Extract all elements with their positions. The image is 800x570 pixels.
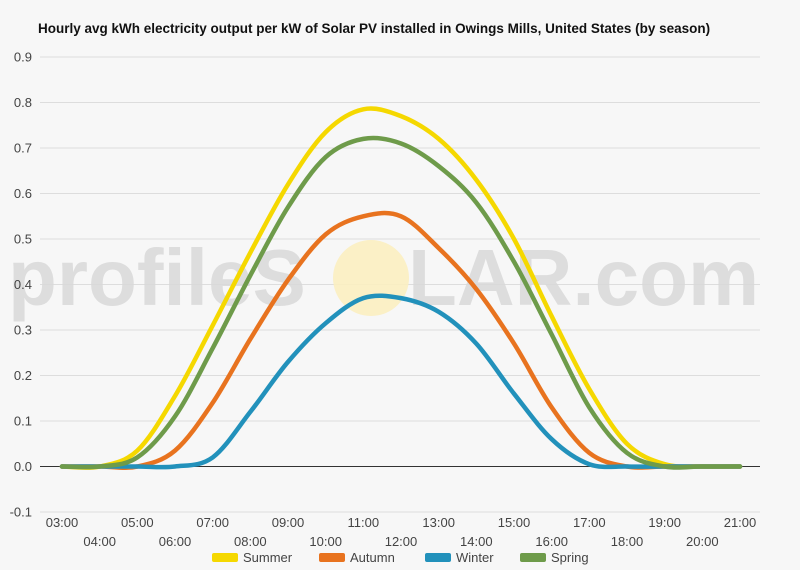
y-tick-label: 0.7 bbox=[14, 141, 32, 156]
legend-swatch bbox=[520, 553, 546, 562]
y-tick-label: 0.2 bbox=[14, 368, 32, 383]
watermark-text-right: LAR.com bbox=[408, 233, 759, 322]
x-tick-label: 08:00 bbox=[234, 534, 267, 549]
legend[interactable]: Summer Autumn Winter Spring bbox=[212, 550, 589, 565]
x-tick-label: 14:00 bbox=[460, 534, 493, 549]
y-tick-label: 0.1 bbox=[14, 414, 32, 429]
legend-item-autumn[interactable]: Autumn bbox=[319, 550, 395, 565]
legend-label: Summer bbox=[243, 550, 293, 565]
series-line-spring bbox=[59, 135, 743, 470]
x-tick-label: 07:00 bbox=[196, 515, 229, 530]
x-tick-label: 12:00 bbox=[385, 534, 418, 549]
x-tick-label: 20:00 bbox=[686, 534, 719, 549]
x-tick-label: 09:00 bbox=[272, 515, 305, 530]
chart-title: Hourly avg kWh electricity output per kW… bbox=[38, 21, 710, 36]
x-tick-label: 17:00 bbox=[573, 515, 606, 530]
legend-label: Winter bbox=[456, 550, 494, 565]
legend-swatch bbox=[425, 553, 451, 562]
y-tick-label: 0.5 bbox=[14, 232, 32, 247]
x-tick-label: 18:00 bbox=[611, 534, 644, 549]
y-tick-label: 0.0 bbox=[14, 459, 32, 474]
watermark-sun-icon bbox=[333, 240, 409, 316]
series-line-summer bbox=[59, 106, 743, 470]
legend-label: Autumn bbox=[350, 550, 395, 565]
legend-swatch bbox=[212, 553, 238, 562]
y-tick-label: 0.4 bbox=[14, 277, 32, 292]
y-tick-label: 0.9 bbox=[14, 50, 32, 65]
x-tick-label: 10:00 bbox=[309, 534, 342, 549]
x-tick-label: 05:00 bbox=[121, 515, 154, 530]
y-tick-label: 0.6 bbox=[14, 186, 32, 201]
legend-item-spring[interactable]: Spring bbox=[520, 550, 589, 565]
legend-swatch bbox=[319, 553, 345, 562]
x-tick-label: 13:00 bbox=[422, 515, 455, 530]
watermark: profileS LAR.com bbox=[8, 233, 759, 322]
y-tick-label: 0.8 bbox=[14, 95, 32, 110]
watermark-text-left: profileS bbox=[8, 233, 306, 322]
legend-item-winter[interactable]: Winter bbox=[425, 550, 494, 565]
y-tick-label: 0.3 bbox=[14, 323, 32, 338]
x-tick-label: 19:00 bbox=[648, 515, 681, 530]
x-tick-label: 04:00 bbox=[83, 534, 116, 549]
legend-label: Spring bbox=[551, 550, 589, 565]
x-tick-label: 11:00 bbox=[348, 515, 380, 530]
series-lines bbox=[59, 106, 743, 470]
series-line-winter bbox=[59, 293, 743, 470]
x-tick-label: 21:00 bbox=[724, 515, 757, 530]
x-tick-label: 03:00 bbox=[46, 515, 79, 530]
x-tick-label: 16:00 bbox=[535, 534, 568, 549]
axes: -0.1 0.0 0.1 0.2 0.3 0.4 0.5 0.6 0.7 0.8 0.9 03:00 0… bbox=[10, 50, 760, 549]
y-tick-label: -0.1 bbox=[10, 505, 32, 520]
x-tick-label: 06:00 bbox=[159, 534, 192, 549]
x-tick-label: 15:00 bbox=[498, 515, 531, 530]
legend-item-summer[interactable]: Summer bbox=[212, 550, 293, 565]
